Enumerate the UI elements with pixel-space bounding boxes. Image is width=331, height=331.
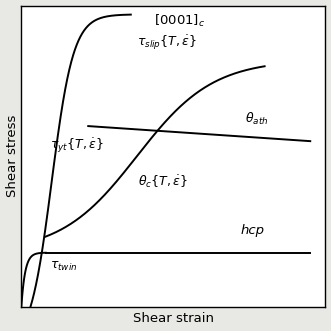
- Y-axis label: Shear stress: Shear stress: [6, 115, 19, 197]
- Text: $\tau_{yt}\{T,\dot{\varepsilon}\}$: $\tau_{yt}\{T,\dot{\varepsilon}\}$: [50, 136, 104, 155]
- Text: $\theta_c\{T,\dot{\varepsilon}\}$: $\theta_c\{T,\dot{\varepsilon}\}$: [138, 173, 188, 190]
- X-axis label: Shear strain: Shear strain: [133, 312, 214, 325]
- Text: $[0001]_c$: $[0001]_c$: [154, 13, 205, 29]
- Text: hcp: hcp: [240, 223, 264, 237]
- Text: $\theta_{ath}$: $\theta_{ath}$: [245, 111, 268, 126]
- Text: $\tau_{slip}\{T,\dot{\varepsilon}\}$: $\tau_{slip}\{T,\dot{\varepsilon}\}$: [137, 34, 197, 53]
- Text: $\tau_{twin}$: $\tau_{twin}$: [50, 260, 78, 273]
